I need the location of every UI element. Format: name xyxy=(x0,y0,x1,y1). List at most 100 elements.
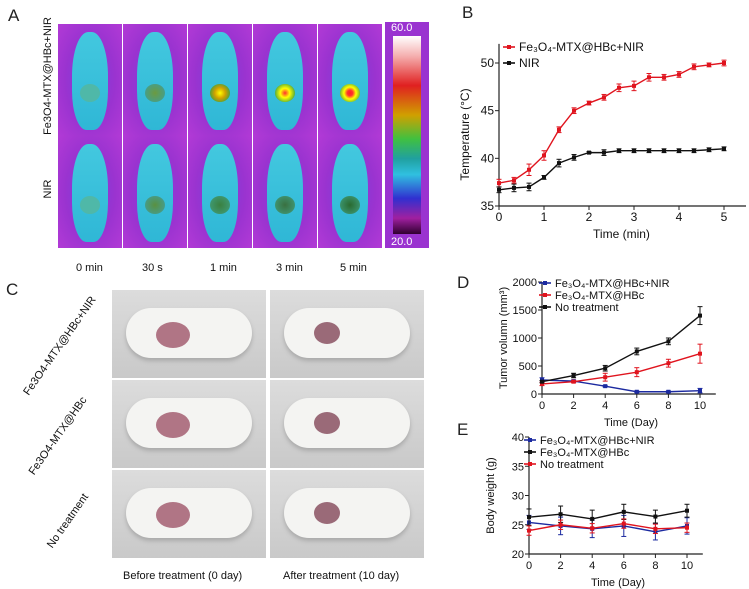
series-line xyxy=(498,148,725,191)
data-point xyxy=(617,85,622,90)
x-tick-label: 0 xyxy=(539,400,545,412)
y-tick-label: 0 xyxy=(531,389,537,401)
mouse-photo xyxy=(270,290,424,378)
thermal-image xyxy=(318,24,382,136)
data-point xyxy=(653,514,658,519)
time-label: 0 min xyxy=(76,262,103,274)
thermal-image xyxy=(188,136,252,248)
tumor-hotspot xyxy=(210,195,230,214)
data-point xyxy=(634,370,639,375)
y-axis-label: Temperature (°C) xyxy=(458,88,472,180)
x-tick-label: 8 xyxy=(665,400,671,412)
data-point xyxy=(527,184,532,189)
tumor-hotspot xyxy=(340,195,360,214)
tumor-site xyxy=(156,412,190,438)
mouse-photo xyxy=(112,470,266,558)
time-label: 1 min xyxy=(210,262,237,274)
y-axis-label: Body weight (g) xyxy=(485,457,497,533)
series-line xyxy=(528,522,688,532)
data-point xyxy=(634,349,639,354)
x-tick-label: 4 xyxy=(676,210,683,224)
data-point xyxy=(556,161,561,166)
data-point xyxy=(603,366,608,371)
data-point xyxy=(722,146,726,151)
tumor-hotspot xyxy=(275,195,295,214)
mouse-silhouette xyxy=(137,32,173,130)
mouse-silhouette xyxy=(72,32,108,130)
data-point xyxy=(603,384,608,389)
data-point xyxy=(632,148,636,153)
series-line xyxy=(541,315,701,383)
series-line xyxy=(498,62,725,184)
legend-label: Fe₃O₄-MTX@HBc+NIR xyxy=(519,40,644,54)
legend-label: No treatment xyxy=(555,302,619,314)
mouse-silhouette xyxy=(332,144,368,242)
x-tick-label: 6 xyxy=(634,400,640,412)
time-label: 5 min xyxy=(340,262,367,274)
legend-marker xyxy=(528,462,532,466)
time-label: 30 s xyxy=(142,262,163,274)
mouse-silhouette xyxy=(202,144,238,242)
x-tick-label: 5 xyxy=(721,210,728,224)
data-point xyxy=(527,515,531,520)
series-line xyxy=(541,353,701,385)
mouse-body xyxy=(284,308,410,358)
data-point xyxy=(666,361,671,366)
tumor-hotspot xyxy=(210,83,230,102)
mouse-photo xyxy=(270,470,424,558)
mouse-body xyxy=(126,398,252,448)
x-tick-label: 8 xyxy=(652,560,658,572)
tumor-site xyxy=(314,502,340,524)
data-point xyxy=(646,148,651,153)
mouse-silhouette xyxy=(267,144,303,242)
data-point xyxy=(511,178,516,183)
data-point xyxy=(691,148,696,153)
time-label: 3 min xyxy=(276,262,303,274)
y-tick-label: 40 xyxy=(481,151,495,165)
data-point xyxy=(497,187,501,192)
data-point xyxy=(621,509,626,514)
series-line xyxy=(528,510,688,520)
thermal-image xyxy=(188,24,252,136)
tumor-hotspot xyxy=(340,83,360,102)
mouse-photo xyxy=(112,290,266,378)
x-tick-label: 3 xyxy=(631,210,638,224)
data-point xyxy=(601,95,606,100)
data-point xyxy=(542,175,546,180)
x-tick-label: 4 xyxy=(589,560,595,572)
x-tick-label: 2 xyxy=(571,400,577,412)
tumor-hotspot xyxy=(145,83,165,102)
x-tick-label: 10 xyxy=(694,400,706,412)
x-tick-label: 0 xyxy=(526,560,532,572)
legend-label: Fe₃O₄-MTX@HBc xyxy=(540,447,630,459)
data-point xyxy=(698,351,702,356)
data-point xyxy=(590,526,595,531)
chart-d: 0 2 4 6 8 10 0 500 1000 1500 2000 Time (Day) Tumor v… xyxy=(498,277,716,429)
chart-e: 0 2 4 6 8 10 20 25 30 35 40 Time (Day) Body weight (… xyxy=(485,432,703,589)
mouse-silhouette xyxy=(202,32,238,130)
series-line xyxy=(528,521,688,533)
data-point xyxy=(707,147,712,152)
tumor-site xyxy=(314,412,340,434)
thermal-image xyxy=(318,136,382,248)
data-point xyxy=(603,375,608,380)
thermal-image xyxy=(123,24,187,136)
mouse-silhouette xyxy=(267,32,303,130)
data-point xyxy=(646,75,651,80)
data-point xyxy=(666,389,671,394)
data-point xyxy=(617,148,622,153)
y-tick-label: 50 xyxy=(481,56,495,70)
data-point xyxy=(497,181,501,186)
thermal-image xyxy=(253,24,317,136)
data-point xyxy=(677,72,681,77)
legend-label: Fe₃O₄-MTX@HBc+NIR xyxy=(540,435,655,447)
data-point xyxy=(540,381,544,386)
thermal-image xyxy=(58,24,122,136)
x-axis-label: Time (Day) xyxy=(604,417,658,429)
data-point xyxy=(587,150,591,155)
data-point xyxy=(542,153,546,158)
data-point xyxy=(527,167,532,172)
data-point xyxy=(571,373,576,378)
data-point xyxy=(685,525,689,530)
